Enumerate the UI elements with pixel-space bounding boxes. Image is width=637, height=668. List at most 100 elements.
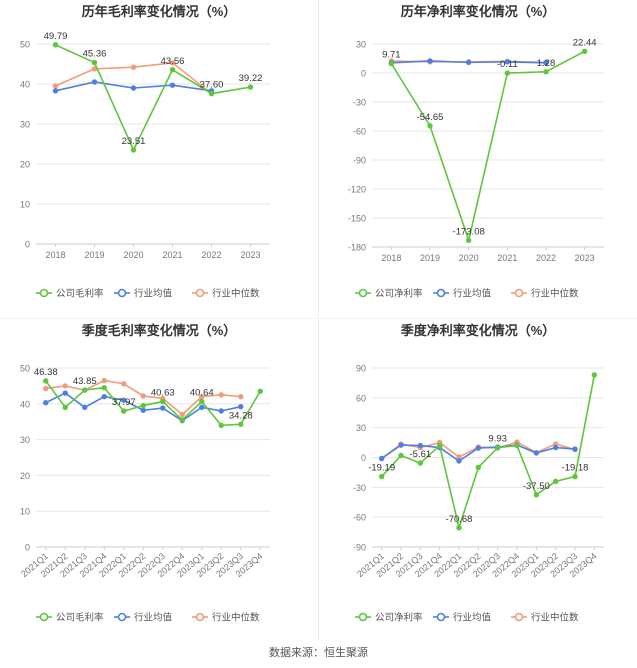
data-point-industry_avg: [169, 82, 176, 88]
y-tick-label: 40: [20, 399, 30, 409]
data-point-industry_avg: [121, 397, 127, 403]
legend-swatch-marker: [514, 288, 524, 298]
data-point-industry_avg: [427, 58, 433, 64]
y-tick-label: -60: [353, 513, 366, 523]
data-label: 1.28: [537, 58, 556, 69]
legend-label: 公司毛利率: [56, 612, 104, 624]
data-point-company: [52, 42, 59, 48]
data-label: 9.71: [382, 50, 401, 61]
series-line-company: [381, 374, 596, 531]
data-point-industry_avg: [552, 444, 559, 451]
y-tick-label: 0: [25, 240, 30, 250]
data-label: 23.51: [122, 136, 146, 147]
legend-swatch-marker: [117, 612, 127, 622]
data-label: 46.38: [34, 367, 58, 378]
chart-annual-gross-margin-svg: 历年毛利率变化情况（%） 0 10 20 30 40 50 2018 2019 2020 2021 2…: [20, 4, 270, 300]
y-tick-label: -120: [348, 185, 366, 195]
data-point-company: [417, 460, 424, 466]
data-point-industry_avg: [572, 446, 578, 452]
data-point-industry_avg: [238, 403, 244, 410]
legend-swatch-marker: [195, 612, 205, 622]
legend-label: 行业均值: [134, 288, 173, 300]
data-label: 22.44: [573, 37, 597, 48]
data-point-company: [543, 69, 549, 75]
y-tick-label: 10: [20, 200, 30, 210]
legend-swatch-marker: [514, 612, 524, 622]
legend-swatch-marker: [39, 612, 49, 622]
data-point-industry_median: [121, 381, 127, 387]
data-point-industry_median: [218, 392, 224, 398]
data-point-industry_median: [62, 383, 68, 389]
data-point-industry_avg: [140, 407, 146, 413]
chart-annual-gross-margin: 历年毛利率变化情况（%） 0 10 20 30 40 50 2018 2019 2020 2021 2…: [0, 0, 318, 318]
y-tick-label: -30: [353, 98, 366, 108]
data-label: -173.08: [453, 226, 485, 237]
data-point-industry_avg: [101, 393, 107, 400]
legend-swatch-marker: [117, 288, 127, 298]
y-tick-label: 30: [20, 435, 30, 445]
y-tick-label: 50: [20, 40, 30, 50]
legend-label: 公司净利率: [375, 612, 423, 624]
data-point-industry_avg: [456, 458, 462, 464]
y-tick-label: 20: [20, 160, 30, 170]
x-tick-label: 2023: [575, 253, 595, 263]
y-tick-label: 0: [361, 453, 366, 463]
data-point-company: [572, 473, 578, 480]
data-point-company: [456, 525, 462, 531]
data-point-industry_avg: [533, 450, 540, 456]
series-line-company: [390, 50, 586, 244]
y-tick-label: 90: [356, 364, 366, 374]
data-point-company: [121, 408, 127, 414]
series-line-company: [45, 380, 261, 427]
data-point-company: [160, 398, 166, 405]
data-point-company: [218, 422, 224, 428]
data-point-company: [514, 442, 520, 449]
chart-quarterly-gross-margin: 季度毛利率变化情况（%） 0 10 20 30 40 50 2021Q1 2021Q2 2021Q…: [0, 319, 318, 639]
data-point-company: [199, 398, 205, 405]
y-tick-label: -60: [353, 127, 366, 137]
chart-title: 历年毛利率变化情况（%）: [82, 4, 237, 19]
data-point-industry_avg: [417, 442, 424, 449]
y-tick-label: 50: [20, 364, 30, 374]
data-point-company: [494, 444, 501, 451]
legend-label: 行业中位数: [531, 288, 579, 300]
data-label: 49.79: [44, 31, 68, 42]
data-point-industry_median: [43, 385, 49, 392]
x-tick-label: 2022: [536, 253, 556, 263]
data-point-industry_avg: [475, 445, 482, 451]
data-label: 43.56: [161, 56, 185, 67]
data-point-company: [436, 442, 443, 449]
legend-swatch-marker: [39, 288, 49, 298]
data-point-company: [169, 67, 176, 73]
data-point-company: [388, 60, 395, 67]
data-label: 40.64: [190, 388, 214, 399]
data-point-company: [398, 452, 404, 459]
data-point-industry_avg: [160, 405, 166, 411]
data-point-industry_avg: [504, 59, 511, 65]
data-point-industry_median: [101, 377, 107, 384]
legend-label: 行业中位数: [212, 612, 260, 624]
data-point-company: [82, 387, 88, 393]
legend-swatch-marker: [436, 288, 446, 298]
data-point-company: [91, 59, 98, 66]
chart-title: 季度毛利率变化情况（%）: [81, 323, 237, 338]
legend-label: 行业均值: [453, 288, 492, 300]
data-point-company: [238, 421, 244, 427]
x-tick-label: 2023: [240, 250, 260, 260]
data-label: 40.63: [151, 388, 175, 399]
x-tick-label: 2018: [45, 250, 65, 260]
data-point-company: [552, 478, 559, 485]
legend-swatch-marker: [195, 288, 205, 298]
data-point-industry_avg: [82, 404, 88, 411]
data-label: -70.68: [446, 514, 473, 525]
data-point-industry_median: [169, 60, 176, 66]
chart-title: 季度净利率变化情况（%）: [400, 323, 556, 338]
y-tick-label: 30: [356, 40, 366, 50]
x-tick-label: 2019: [84, 250, 104, 260]
data-point-company: [465, 237, 472, 244]
data-point-industry_avg: [398, 442, 404, 448]
chart-quarterly-net-margin-svg: 季度净利率变化情况（%）-90-60-3003060902021Q12021Q2…: [353, 323, 604, 624]
data-point-company: [43, 378, 49, 384]
data-label: 43.85: [73, 376, 97, 387]
data-label: 37.60: [200, 80, 224, 91]
